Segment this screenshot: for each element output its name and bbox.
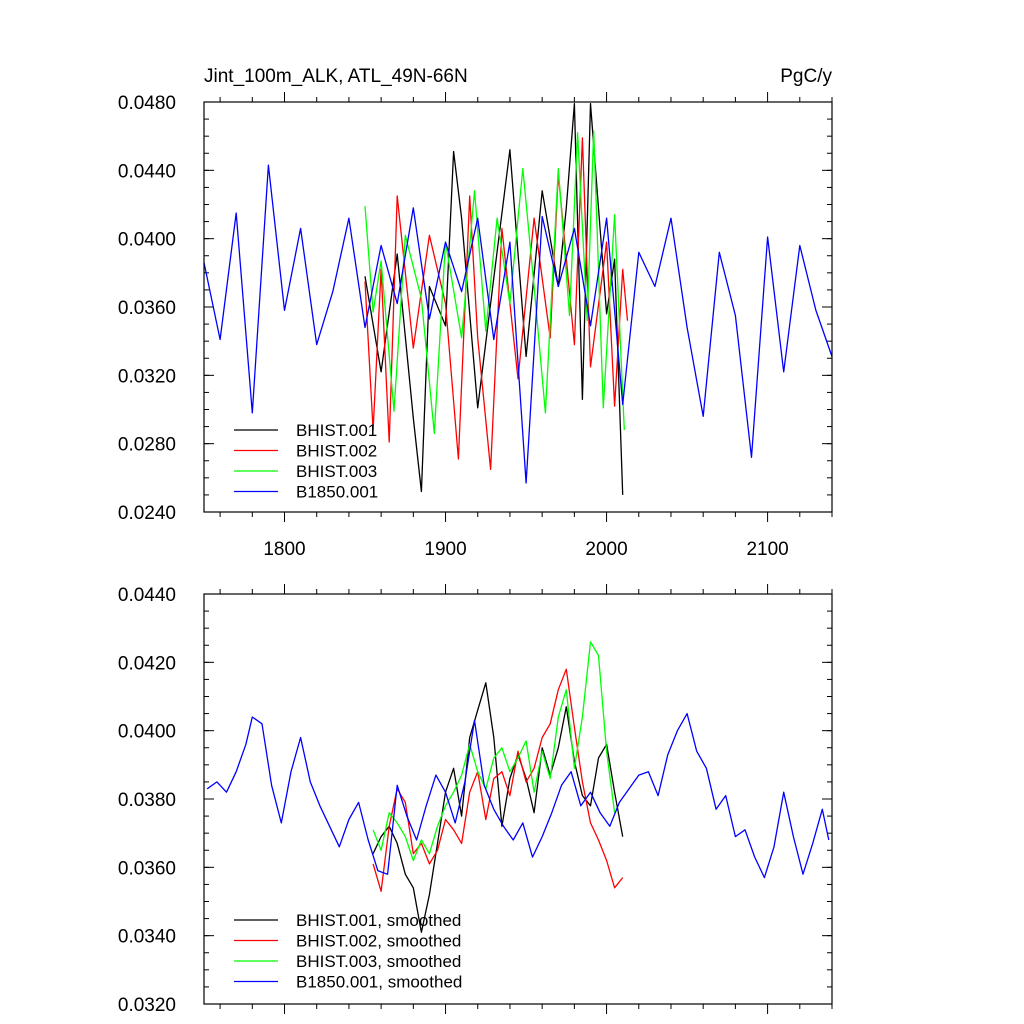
y-tick-label: 0.0340 <box>118 927 176 948</box>
y-tick-label: 0.0320 <box>118 366 176 387</box>
top-y-tick-labels: 0.0240 0.0280 0.0320 0.0360 0.0400 0.0440 0.04… <box>118 93 176 524</box>
y-tick-label: 0.0440 <box>118 585 176 606</box>
y-tick-label: 0.0240 <box>118 503 176 524</box>
series-line <box>206 712 830 879</box>
bottom-legend: BHIST.001, smoothed BHIST.002, smoothedBH… <box>234 911 462 992</box>
top-plot-frame <box>203 101 833 513</box>
bottom-series-lines <box>206 641 830 933</box>
bottom-y-tick-labels: 0.0320 0.0340 0.0360 0.0380 0.0400 0.0420 0.04… <box>118 585 176 1016</box>
y-tick-label: 0.0280 <box>118 435 176 456</box>
bottom-plot-frame <box>203 593 833 1005</box>
legend-label: BHIST.003 <box>296 462 377 481</box>
y-tick-label: 0.0360 <box>118 298 176 319</box>
y-tick-label: 0.0380 <box>118 790 176 811</box>
legend-label: BHIST.001, smoothed <box>296 911 461 930</box>
bottom-axis-ticks <box>204 584 833 1014</box>
top-chart-title: Jint_100m_ALK, ATL_49N-66N <box>204 66 468 87</box>
series-line <box>372 668 624 892</box>
x-tick-label: 2100 <box>746 539 788 560</box>
y-tick-label: 0.0400 <box>118 230 176 251</box>
series-line <box>372 682 624 933</box>
x-tick-label: 2000 <box>585 539 627 560</box>
x-tick-label: 1900 <box>424 539 466 560</box>
bottom-panel: 0.0320 0.0340 0.0360 0.0380 0.0400 0.0420 0.04… <box>118 584 833 1016</box>
top-panel: Jint_100m_ALK, ATL_49N-66N PgC/y 0.02400… <box>118 66 833 560</box>
legend-label: BHIST.003, smoothed <box>296 952 461 971</box>
series-line <box>364 103 624 495</box>
legend-label: B1850.001, smoothed <box>296 973 462 992</box>
top-chart-units: PgC/y <box>780 66 832 87</box>
y-tick-label: 0.0480 <box>118 93 176 114</box>
legend-label: BHIST.002 <box>296 442 377 461</box>
series-line <box>364 137 629 470</box>
x-tick-label: 1800 <box>263 539 305 560</box>
y-tick-label: 0.0440 <box>118 161 176 182</box>
top-series-lines <box>203 103 833 495</box>
y-tick-label: 0.0360 <box>118 858 176 879</box>
series-line <box>203 164 833 484</box>
y-tick-label: 0.0320 <box>118 995 176 1016</box>
y-tick-label: 0.0420 <box>118 653 176 674</box>
legend-label: BHIST.001 <box>296 421 377 440</box>
legend-label: B1850.001 <box>296 483 378 502</box>
y-tick-label: 0.0400 <box>118 722 176 743</box>
top-x-tick-labels: 1800 1900 2000 2100 <box>263 539 788 560</box>
series-line <box>372 641 616 862</box>
legend-label: BHIST.002, smoothed <box>296 932 461 951</box>
